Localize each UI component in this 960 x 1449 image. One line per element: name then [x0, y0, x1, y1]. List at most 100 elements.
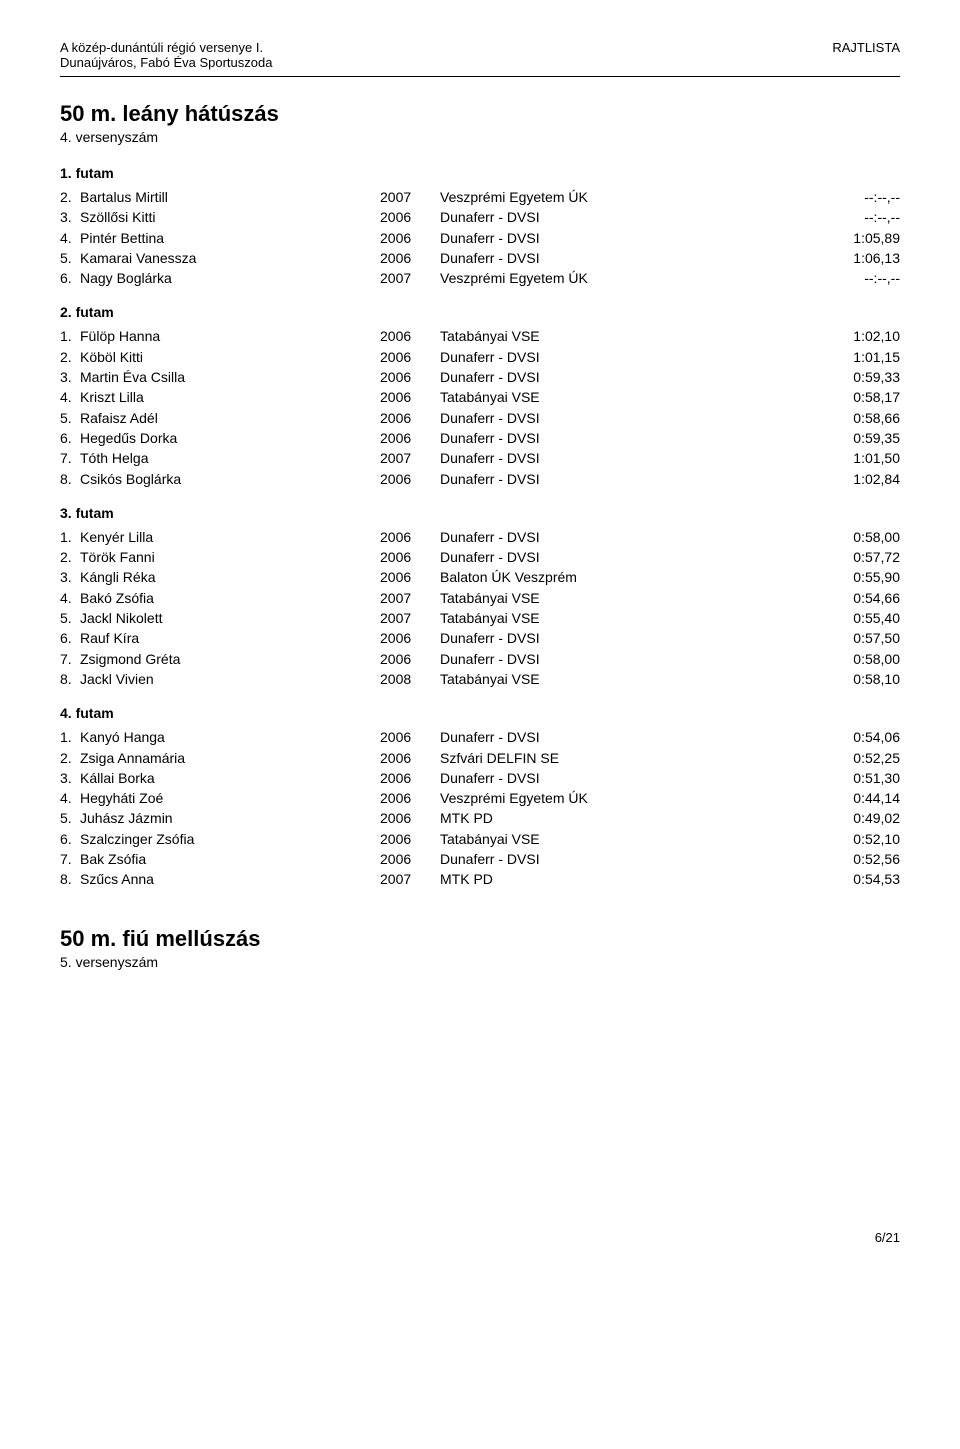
page-header: A közép-dunántúli régió versenye I. Duna…	[60, 40, 900, 70]
rank: 2.	[60, 347, 80, 367]
birth-year: 2006	[380, 387, 440, 407]
club: Dunaferr - DVSI	[440, 248, 820, 268]
swimmer-name: Kamarai Vanessza	[80, 248, 380, 268]
result-row: 6.Rauf Kíra2006Dunaferr - DVSI0:57,50	[60, 628, 900, 648]
swimmer-name: Kenyér Lilla	[80, 527, 380, 547]
time: 0:54,06	[820, 727, 900, 747]
time: 0:52,56	[820, 849, 900, 869]
rank: 7.	[60, 849, 80, 869]
result-row: 5.Juhász Jázmin2006MTK PD0:49,02	[60, 808, 900, 828]
rank: 5.	[60, 248, 80, 268]
swimmer-name: Bakó Zsófia	[80, 588, 380, 608]
time: 1:01,50	[820, 448, 900, 468]
time: 0:58,66	[820, 408, 900, 428]
time: 0:59,33	[820, 367, 900, 387]
result-row: 5.Kamarai Vanessza2006Dunaferr - DVSI1:0…	[60, 248, 900, 268]
result-row: 2.Török Fanni2006Dunaferr - DVSI0:57,72	[60, 547, 900, 567]
page-number: 6/21	[60, 1230, 900, 1245]
result-row: 4.Hegyháti Zoé2006Veszprémi Egyetem ÚK0:…	[60, 788, 900, 808]
time: 0:58,00	[820, 649, 900, 669]
club: Dunaferr - DVSI	[440, 448, 820, 468]
time: 1:02,84	[820, 469, 900, 489]
swimmer-name: Fülöp Hanna	[80, 326, 380, 346]
time: 0:52,25	[820, 748, 900, 768]
swimmer-name: Kriszt Lilla	[80, 387, 380, 407]
rank: 2.	[60, 748, 80, 768]
time: 0:57,50	[820, 628, 900, 648]
club: Dunaferr - DVSI	[440, 727, 820, 747]
time: 0:59,35	[820, 428, 900, 448]
time: 0:58,17	[820, 387, 900, 407]
rank: 6.	[60, 268, 80, 288]
birth-year: 2006	[380, 469, 440, 489]
event-1: 50 m. leány hátúszás 4. versenyszám 1. f…	[60, 101, 900, 890]
club: Dunaferr - DVSI	[440, 649, 820, 669]
result-row: 8.Jackl Vivien2008Tatabányai VSE0:58,10	[60, 669, 900, 689]
club: Veszprémi Egyetem ÚK	[440, 788, 820, 808]
club: Dunaferr - DVSI	[440, 228, 820, 248]
birth-year: 2007	[380, 187, 440, 207]
swimmer-name: Rauf Kíra	[80, 628, 380, 648]
club: Dunaferr - DVSI	[440, 347, 820, 367]
result-row: 1.Fülöp Hanna2006Tatabányai VSE1:02,10	[60, 326, 900, 346]
rank: 6.	[60, 628, 80, 648]
time: 0:54,66	[820, 588, 900, 608]
time: 0:58,00	[820, 527, 900, 547]
club: Tatabányai VSE	[440, 669, 820, 689]
result-row: 8.Csikós Boglárka2006Dunaferr - DVSI1:02…	[60, 469, 900, 489]
birth-year: 2006	[380, 228, 440, 248]
header-right: RAJTLISTA	[832, 40, 900, 70]
result-row: 6.Szalczinger Zsófia2006Tatabányai VSE0:…	[60, 829, 900, 849]
swimmer-name: Martin Éva Csilla	[80, 367, 380, 387]
swimmer-name: Rafaisz Adél	[80, 408, 380, 428]
rank: 4.	[60, 387, 80, 407]
birth-year: 2006	[380, 768, 440, 788]
rank: 8.	[60, 869, 80, 889]
swimmer-name: Jackl Vivien	[80, 669, 380, 689]
club: Dunaferr - DVSI	[440, 547, 820, 567]
birth-year: 2006	[380, 326, 440, 346]
result-row: 4.Kriszt Lilla2006Tatabányai VSE0:58,17	[60, 387, 900, 407]
swimmer-name: Kállai Borka	[80, 768, 380, 788]
club: Szfvári DELFIN SE	[440, 748, 820, 768]
rank: 2.	[60, 187, 80, 207]
result-row: 3.Kállai Borka2006Dunaferr - DVSI0:51,30	[60, 768, 900, 788]
club: Dunaferr - DVSI	[440, 527, 820, 547]
birth-year: 2006	[380, 788, 440, 808]
time: 0:49,02	[820, 808, 900, 828]
club: Balaton ÚK Veszprém	[440, 567, 820, 587]
heat-label: 1. futam	[60, 165, 900, 181]
swimmer-name: Nagy Boglárka	[80, 268, 380, 288]
swimmer-name: Zsiga Annamária	[80, 748, 380, 768]
time: 0:55,40	[820, 608, 900, 628]
club: Dunaferr - DVSI	[440, 849, 820, 869]
rank: 5.	[60, 408, 80, 428]
time: 0:55,90	[820, 567, 900, 587]
club: Tatabányai VSE	[440, 326, 820, 346]
header-left-line2: Dunaújváros, Fabó Éva Sportuszoda	[60, 55, 272, 70]
swimmer-name: Hegedűs Dorka	[80, 428, 380, 448]
birth-year: 2006	[380, 649, 440, 669]
time: 1:05,89	[820, 228, 900, 248]
birth-year: 2006	[380, 849, 440, 869]
rank: 5.	[60, 808, 80, 828]
club: Dunaferr - DVSI	[440, 207, 820, 227]
swimmer-name: Szalczinger Zsófia	[80, 829, 380, 849]
heat-label: 3. futam	[60, 505, 900, 521]
birth-year: 2006	[380, 367, 440, 387]
event-sub: 4. versenyszám	[60, 129, 900, 145]
result-row: 3.Szöllősi Kitti2006Dunaferr - DVSI--:--…	[60, 207, 900, 227]
rank: 3.	[60, 367, 80, 387]
club: MTK PD	[440, 808, 820, 828]
rank: 3.	[60, 567, 80, 587]
result-row: 2.Zsiga Annamária2006Szfvári DELFIN SE0:…	[60, 748, 900, 768]
event-title: 50 m. leány hátúszás	[60, 101, 900, 127]
time: --:--,--	[820, 268, 900, 288]
header-rule	[60, 76, 900, 77]
birth-year: 2006	[380, 628, 440, 648]
rank: 8.	[60, 669, 80, 689]
birth-year: 2006	[380, 207, 440, 227]
time: 0:44,14	[820, 788, 900, 808]
result-row: 8.Szűcs Anna2007MTK PD0:54,53	[60, 869, 900, 889]
rank: 7.	[60, 649, 80, 669]
